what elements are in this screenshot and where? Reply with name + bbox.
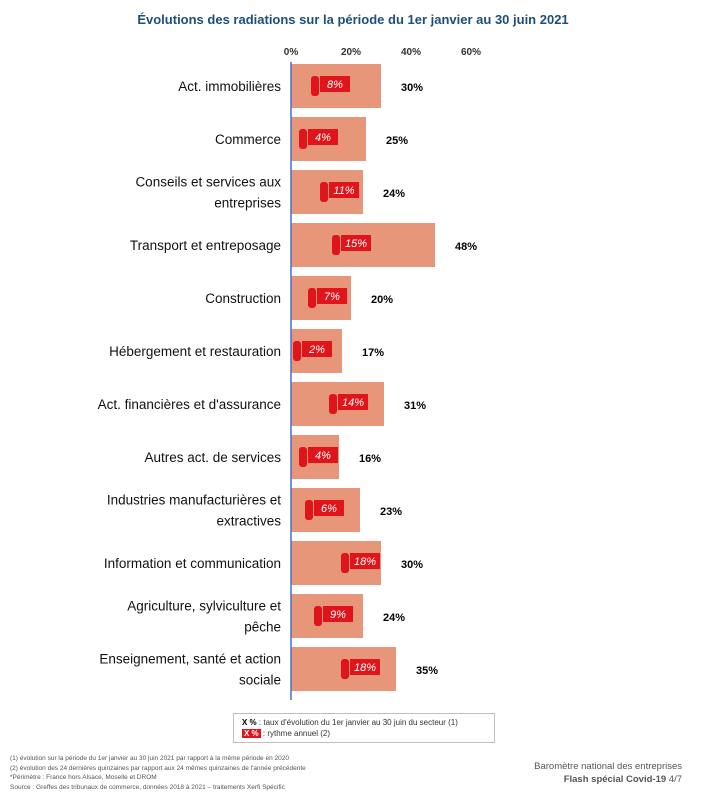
publication-info: Baromètre national des entreprises Flash… (534, 760, 682, 786)
rythme-value-label: 18% (354, 662, 376, 674)
category-label: extractives (216, 514, 281, 529)
bar-value-label: 30% (401, 82, 423, 94)
category-label: Hébergement et restauration (109, 344, 281, 359)
footnote-perimeter: *Périmètre : France hors Alsace, Moselle… (10, 774, 157, 781)
rythme-marker (332, 235, 340, 255)
category-label: Information et communication (104, 556, 281, 571)
bar-value-label: 24% (383, 612, 405, 624)
bar (291, 382, 384, 426)
legend-item-evolution: X % : taux d'évolution du 1er janvier au… (242, 717, 494, 728)
rythme-value-label: 9% (330, 609, 346, 621)
category-label: Conseils et services aux (135, 175, 281, 190)
rythme-value-label: 8% (327, 79, 343, 91)
rythme-value-label: 7% (324, 291, 340, 303)
rythme-marker (293, 341, 301, 361)
category-label: Agriculture, sylviculture et (127, 599, 281, 614)
rythme-value-label: 15% (345, 238, 367, 250)
rythme-label-box (314, 500, 344, 516)
category-label: Enseignement, santé et action (99, 652, 281, 667)
x-tick-label: 40% (401, 47, 421, 58)
rythme-label-box (308, 129, 338, 145)
rythme-value-label: 4% (315, 132, 331, 144)
rythme-marker (299, 129, 307, 149)
rythme-label-box (320, 76, 350, 92)
bar-value-label: 23% (380, 506, 402, 518)
bar-value-label: 25% (386, 135, 408, 147)
rythme-marker (308, 288, 316, 308)
legend-swatch-evolution: X % (242, 718, 257, 727)
rythme-value-label: 2% (308, 344, 325, 356)
legend-swatch-rythme: X % (242, 729, 261, 738)
rythme-marker (305, 500, 313, 520)
page-number: 4/7 (668, 774, 682, 785)
category-label: Autres act. de services (144, 450, 281, 465)
legend-item-rythme: X % : rythme annuel (2) (242, 728, 494, 739)
bar-chart: 0% 20% 40% 60% 30% Act. immobilières 8% 25% Comm… (98, 47, 481, 700)
rythme-label-box (338, 394, 368, 410)
rythme-marker (311, 76, 319, 96)
publication-name: Baromètre national des entreprises (534, 761, 682, 772)
bar-value-label: 24% (383, 188, 405, 200)
category-label: pêche (244, 620, 281, 635)
rythme-label-box (329, 182, 359, 198)
category-label: Construction (205, 291, 281, 306)
rythme-value-label: 18% (354, 556, 376, 568)
category-label: Act. financières et d'assurance (98, 397, 281, 412)
footnote-source: Source : Greffes des tribunaux de commer… (10, 783, 285, 791)
footnotes: (1) évolution sur la période du 1er janv… (10, 754, 306, 792)
category-label: Transport et entreposage (130, 238, 281, 253)
x-tick-label: 0% (284, 47, 299, 58)
bar-value-label: 17% (362, 347, 384, 359)
category-label: Commerce (215, 132, 281, 147)
footnote-1: (1) évolution sur la période du 1er janv… (10, 755, 289, 762)
x-tick-label: 60% (461, 47, 481, 58)
rythme-label-box (323, 606, 353, 622)
legend-label-evolution: : taux d'évolution du 1er janvier au 30 … (256, 718, 458, 727)
legend: X % : taux d'évolution du 1er janvier au… (233, 713, 495, 743)
bar-value-label: 20% (371, 294, 393, 306)
bar-value-label: 35% (416, 665, 438, 677)
rythme-marker (341, 553, 349, 573)
rythme-marker (320, 182, 328, 202)
footnote-2: (2) évolution des 24 dernières quinzaine… (10, 764, 306, 772)
category-label: Industries manufacturières et (107, 493, 281, 508)
rythme-marker (299, 447, 307, 467)
bar-value-label: 16% (359, 453, 381, 465)
edition-label: Flash spécial Covid-19 (563, 774, 667, 785)
bar-value-label: 30% (401, 559, 423, 571)
rythme-value-label: 6% (321, 503, 337, 515)
category-label: sociale (239, 673, 281, 688)
category-label: Act. immobilières (178, 79, 281, 94)
rythme-value-label: 14% (342, 397, 364, 409)
rythme-label-box (317, 288, 347, 304)
legend-label-rythme: : rythme annuel (2) (260, 729, 331, 738)
rythme-value-label: 4% (315, 450, 331, 462)
chart-title: Évolutions des radiations sur la période… (137, 12, 569, 27)
rythme-label-box (302, 341, 332, 357)
rythme-label-box (308, 447, 338, 463)
x-tick-label: 20% (341, 47, 361, 58)
bar-value-label: 31% (404, 400, 426, 412)
rythme-label-box (341, 235, 371, 251)
rythme-marker (314, 606, 322, 626)
rythme-value-label: 11% (333, 185, 354, 197)
publication-edition: Flash spécial Covid-19 4/7 (534, 773, 682, 786)
rythme-label-box (350, 553, 380, 569)
rythme-marker (329, 394, 337, 414)
rythme-marker (341, 659, 349, 679)
category-label: entreprises (214, 196, 281, 211)
bar-value-label: 48% (455, 241, 477, 253)
rythme-label-box (350, 659, 380, 675)
